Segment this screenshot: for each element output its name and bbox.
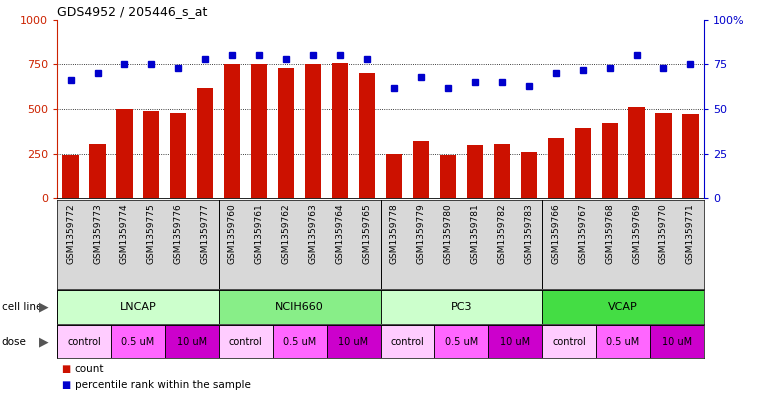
Bar: [332, 62, 348, 198]
Text: NCIH660: NCIH660: [275, 302, 324, 312]
Text: 10 uM: 10 uM: [339, 337, 368, 347]
Text: GSM1359782: GSM1359782: [497, 203, 506, 264]
Bar: [466, 145, 483, 198]
Bar: [251, 64, 267, 198]
Text: cell line: cell line: [2, 302, 42, 312]
Bar: [596, 325, 650, 358]
Text: GSM1359781: GSM1359781: [470, 203, 479, 264]
Bar: [543, 325, 596, 358]
Bar: [683, 114, 699, 198]
Text: GSM1359780: GSM1359780: [444, 203, 452, 264]
Bar: [278, 68, 295, 198]
Text: control: control: [229, 337, 263, 347]
Text: percentile rank within the sample: percentile rank within the sample: [75, 380, 250, 389]
Bar: [116, 109, 132, 198]
Bar: [197, 88, 213, 198]
Text: 0.5 uM: 0.5 uM: [607, 337, 640, 347]
Text: dose: dose: [2, 337, 27, 347]
Text: GSM1359761: GSM1359761: [255, 203, 264, 264]
Text: GSM1359773: GSM1359773: [93, 203, 102, 264]
Bar: [521, 152, 537, 198]
Bar: [143, 111, 160, 198]
Text: 10 uM: 10 uM: [177, 337, 207, 347]
Bar: [435, 325, 489, 358]
Text: GSM1359766: GSM1359766: [551, 203, 560, 264]
Bar: [57, 325, 111, 358]
Bar: [650, 325, 704, 358]
Text: ▶: ▶: [39, 335, 48, 348]
Bar: [494, 144, 510, 198]
Bar: [412, 141, 429, 198]
Text: 0.5 uM: 0.5 uM: [444, 337, 478, 347]
Bar: [111, 325, 165, 358]
Bar: [655, 113, 672, 198]
Text: ▶: ▶: [39, 300, 48, 314]
Text: GSM1359778: GSM1359778: [390, 203, 399, 264]
Bar: [219, 325, 272, 358]
Text: GSM1359767: GSM1359767: [578, 203, 587, 264]
Text: GDS4952 / 205446_s_at: GDS4952 / 205446_s_at: [57, 6, 208, 18]
Bar: [543, 290, 704, 324]
Text: GSM1359770: GSM1359770: [659, 203, 668, 264]
Text: 0.5 uM: 0.5 uM: [283, 337, 317, 347]
Text: GSM1359765: GSM1359765: [362, 203, 371, 264]
Text: control: control: [552, 337, 586, 347]
Bar: [380, 325, 435, 358]
Text: GSM1359777: GSM1359777: [201, 203, 210, 264]
Text: ■: ■: [61, 364, 70, 374]
Text: 0.5 uM: 0.5 uM: [121, 337, 154, 347]
Bar: [326, 325, 380, 358]
Bar: [575, 128, 591, 198]
Text: GSM1359764: GSM1359764: [336, 203, 345, 264]
Bar: [165, 325, 219, 358]
Text: ■: ■: [61, 380, 70, 389]
Text: LNCAP: LNCAP: [119, 302, 156, 312]
Text: GSM1359783: GSM1359783: [524, 203, 533, 264]
Text: GSM1359771: GSM1359771: [686, 203, 695, 264]
Bar: [359, 73, 375, 198]
Text: GSM1359779: GSM1359779: [416, 203, 425, 264]
Text: count: count: [75, 364, 104, 374]
Bar: [440, 155, 456, 198]
Bar: [219, 290, 380, 324]
Text: VCAP: VCAP: [608, 302, 638, 312]
Text: GSM1359772: GSM1359772: [66, 203, 75, 264]
Bar: [380, 290, 542, 324]
Text: GSM1359762: GSM1359762: [282, 203, 291, 264]
Text: GSM1359776: GSM1359776: [174, 203, 183, 264]
Text: GSM1359769: GSM1359769: [632, 203, 641, 264]
Text: GSM1359760: GSM1359760: [228, 203, 237, 264]
Bar: [629, 107, 645, 198]
Text: GSM1359768: GSM1359768: [605, 203, 614, 264]
Bar: [548, 138, 564, 198]
Bar: [272, 325, 326, 358]
Text: 10 uM: 10 uM: [500, 337, 530, 347]
Text: GSM1359774: GSM1359774: [120, 203, 129, 264]
Text: control: control: [67, 337, 101, 347]
Bar: [489, 325, 542, 358]
Text: GSM1359775: GSM1359775: [147, 203, 156, 264]
Bar: [601, 123, 618, 198]
Bar: [170, 113, 186, 198]
Text: control: control: [390, 337, 425, 347]
Bar: [305, 64, 321, 198]
Text: 10 uM: 10 uM: [662, 337, 692, 347]
Bar: [90, 144, 106, 198]
Text: PC3: PC3: [451, 302, 472, 312]
Bar: [62, 155, 78, 198]
Bar: [386, 154, 402, 198]
Text: GSM1359763: GSM1359763: [309, 203, 317, 264]
Bar: [57, 290, 219, 324]
Bar: [224, 64, 240, 198]
